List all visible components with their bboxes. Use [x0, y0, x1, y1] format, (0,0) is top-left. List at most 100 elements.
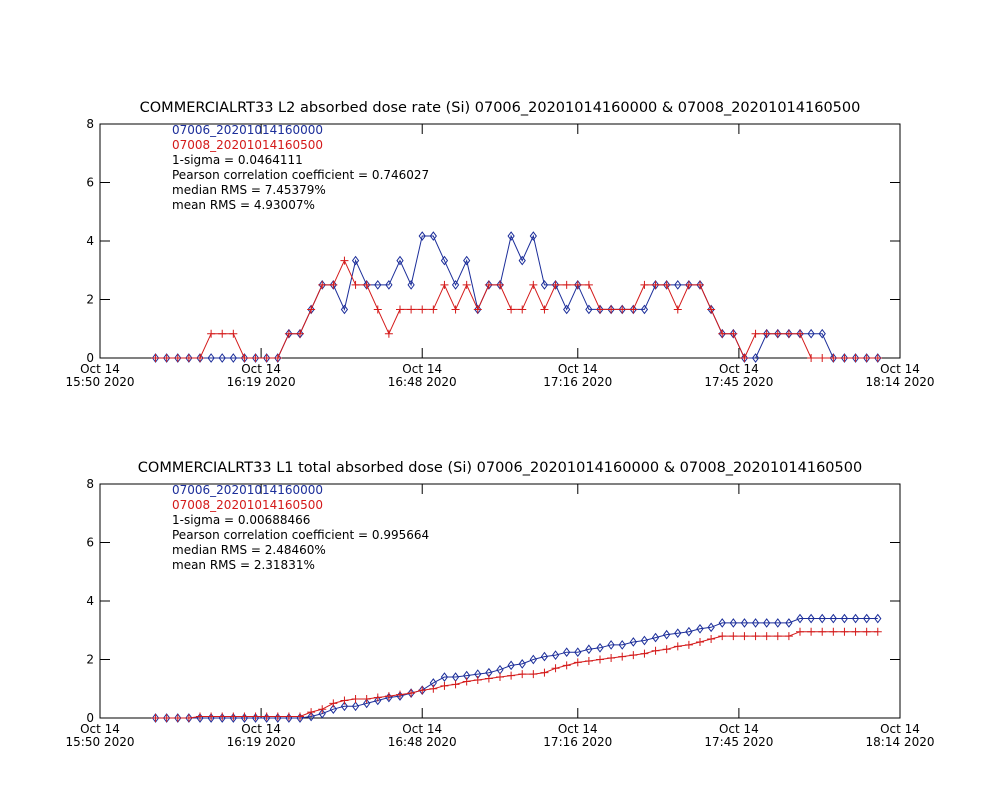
point [529, 231, 537, 241]
point [729, 618, 737, 628]
point [407, 280, 415, 290]
point [785, 618, 793, 628]
point [529, 654, 537, 665]
point [696, 280, 704, 289]
y-tick-label: 6 [86, 176, 94, 190]
point [651, 646, 660, 655]
point [740, 632, 749, 641]
point [184, 354, 193, 362]
point [473, 305, 482, 314]
point [296, 712, 304, 721]
legend-entry: 07006_20201014160000 [172, 483, 323, 497]
point [585, 304, 593, 315]
point [451, 280, 460, 290]
point [374, 280, 382, 290]
point [618, 640, 626, 650]
point [307, 711, 315, 722]
point [662, 280, 671, 289]
point [718, 329, 727, 338]
point [151, 354, 160, 362]
point [818, 627, 827, 636]
point [607, 305, 616, 314]
point [729, 632, 738, 641]
series-line [155, 618, 878, 719]
point [840, 354, 849, 362]
point [507, 660, 515, 671]
x-tick-label: Oct 14 16:48 2020 [387, 722, 457, 749]
point [596, 642, 604, 653]
point [484, 674, 493, 683]
point [818, 328, 826, 339]
point [451, 305, 460, 314]
point [585, 644, 593, 655]
point [740, 618, 749, 628]
point [674, 628, 682, 639]
point [418, 686, 427, 695]
point [374, 695, 382, 706]
point [551, 664, 560, 673]
y-tick-label: 6 [86, 536, 94, 550]
point [640, 280, 649, 289]
chart-title: COMMERCIALRT33 L1 total absorbed dose (S… [138, 460, 862, 476]
point [318, 280, 327, 289]
point [173, 714, 182, 722]
point [629, 305, 638, 314]
point [562, 661, 571, 670]
point [563, 304, 571, 315]
x-tick-label: Oct 14 17:45 2020 [704, 722, 774, 749]
point [851, 613, 860, 624]
x-tick-label: Oct 14 15:50 2020 [65, 722, 135, 749]
point [284, 329, 293, 338]
point [563, 647, 571, 658]
point [763, 618, 771, 628]
x-tick-label: Oct 14 17:16 2020 [543, 722, 613, 749]
series-line [155, 259, 878, 360]
point [151, 714, 160, 722]
series-line [155, 234, 878, 359]
point [796, 613, 804, 624]
point [340, 304, 349, 315]
point [551, 650, 560, 660]
point [751, 329, 760, 338]
point [774, 618, 782, 628]
annotation: 1-sigma = 0.0464111 [172, 153, 303, 167]
point [551, 280, 560, 289]
point [407, 305, 416, 314]
point [484, 280, 493, 289]
point [662, 645, 671, 654]
point [173, 354, 182, 362]
point [329, 280, 338, 289]
point [674, 280, 682, 290]
point [218, 329, 227, 338]
y-tick-label: 8 [86, 117, 94, 131]
point [796, 329, 804, 338]
annotation: median RMS = 7.45379% [172, 183, 326, 197]
point [529, 280, 538, 289]
point [229, 353, 237, 363]
point [629, 637, 637, 647]
point [540, 280, 549, 290]
point [873, 354, 882, 362]
point [762, 329, 771, 338]
point [518, 659, 526, 669]
point [262, 354, 271, 362]
point [640, 649, 649, 658]
point [218, 712, 227, 721]
point [540, 305, 549, 314]
point [829, 613, 837, 624]
point [507, 671, 516, 680]
point [329, 704, 337, 715]
point [518, 305, 527, 314]
point [429, 231, 437, 241]
point [407, 689, 416, 698]
point [329, 699, 338, 708]
point [340, 696, 349, 705]
point [529, 670, 538, 679]
point [807, 613, 815, 624]
point [851, 627, 860, 636]
legend-entry: 07008_20201014160500 [172, 138, 323, 152]
point [840, 613, 849, 624]
point [196, 354, 204, 362]
point [240, 712, 249, 721]
